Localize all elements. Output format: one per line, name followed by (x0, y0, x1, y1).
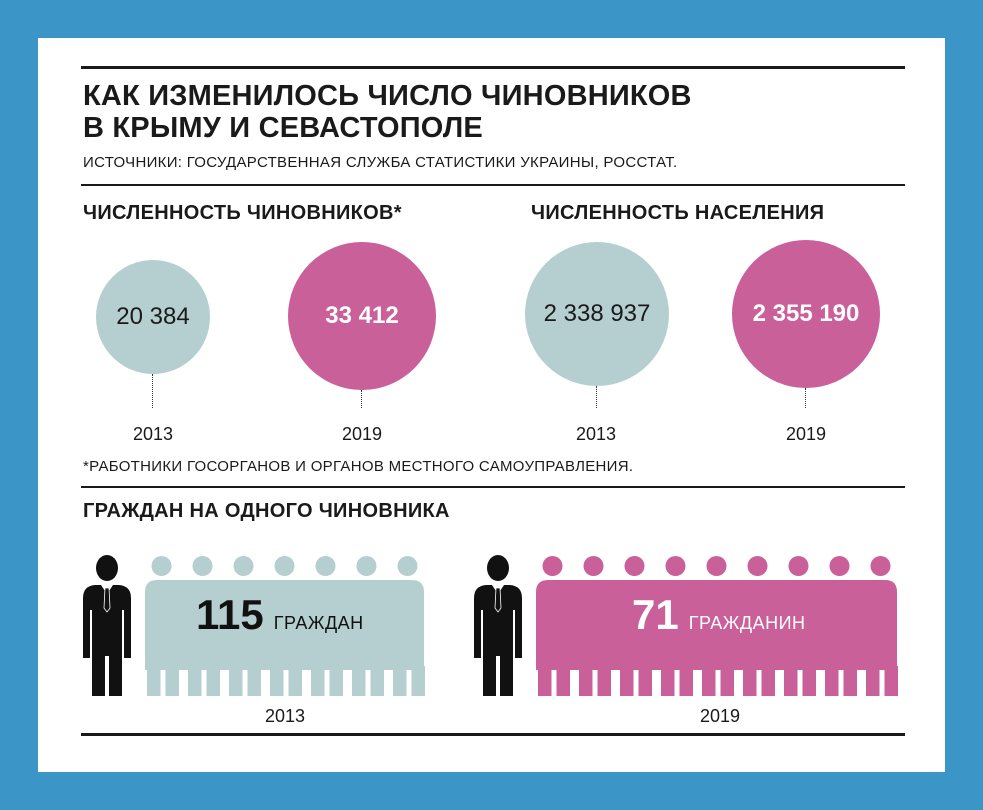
crowd-2013-citizen-head-1 (151, 556, 172, 576)
crowd-2013-citizen-leg-r-1 (165, 666, 179, 696)
source-text: ИСТОЧНИКИ: ГОСУДАРСТВЕННАЯ СЛУЖБА СТАТИС… (83, 154, 678, 171)
crowd-2013-citizen-bodies (145, 580, 424, 670)
population-section-title: ЧИСЛЕННОСТЬ НАСЕЛЕНИЯ (531, 202, 825, 224)
crowd-2013-citizen-head-7 (397, 556, 418, 576)
population-2019-bubble: 2 355 190 (732, 240, 880, 388)
population-2013-leader (596, 386, 597, 408)
crowd-2019-citizen-leg-r-4 (679, 666, 693, 696)
officials-2013-value: 20 384 (116, 303, 190, 330)
crowd-2013-citizen-head-3 (233, 556, 254, 576)
crowd-2019-citizen-leg-l-7 (784, 666, 798, 696)
crowd-2019-citizen-head-7 (788, 556, 809, 576)
crowd-2019-citizen-leg-r-1 (556, 666, 570, 696)
infographic-card: КАК ИЗМЕНИЛОСЬ ЧИСЛО ЧИНОВНИКОВ В КРЫМУ … (38, 38, 945, 772)
official-2019-figure (474, 555, 522, 696)
officials-2013-leader (152, 374, 153, 408)
citizens-2013-year: 2013 (264, 706, 306, 726)
official-2013-figure (83, 555, 131, 696)
crowd-2019-citizen-leg-r-6 (761, 666, 775, 696)
title-line-2: В КРЫМУ И СЕВАСТОПОЛЕ (83, 112, 483, 144)
officials-2019-leader (361, 390, 362, 408)
crowd-2019-citizen-leg-l-1 (538, 666, 552, 696)
crowd-2013-citizen-leg-l-2 (188, 666, 202, 696)
officials-2013-bubble: 20 384 (96, 260, 210, 374)
top-rule (81, 66, 905, 69)
crowd-2013-citizen-leg-r-7 (411, 666, 425, 696)
crowd-2013-citizen-leg-r-3 (247, 666, 261, 696)
officials-2019-value: 33 412 (325, 302, 399, 329)
crowd-2019-citizen-leg-r-3 (638, 666, 652, 696)
crowd-2019-citizen-head-5 (706, 556, 727, 576)
crowd-2013-citizen-leg-l-4 (270, 666, 284, 696)
crowd-2013-citizen-leg-l-1 (147, 666, 161, 696)
footnote: *РАБОТНИКИ ГОСОРГАНОВ И ОРГАНОВ МЕСТНОГО… (83, 458, 634, 475)
crowd-2019-citizen-leg-l-6 (743, 666, 757, 696)
crowd-2013-citizen-leg-l-6 (352, 666, 366, 696)
crowd-2013-citizen-leg-r-4 (288, 666, 302, 696)
crowd-2013-citizen-leg-l-3 (229, 666, 243, 696)
crowd-2019-citizen-leg-r-2 (597, 666, 611, 696)
crowd-2019-pictogram (474, 555, 898, 696)
citizens-2019-year: 2019 (699, 706, 741, 726)
crowd-2019-citizen-leg-r-7 (802, 666, 816, 696)
crowd-2019-citizen-leg-l-2 (579, 666, 593, 696)
population-2019-value: 2 355 190 (752, 300, 860, 327)
crowd-2019-citizen-bodies (536, 580, 897, 670)
crowd-2013-citizen-head-2 (192, 556, 213, 576)
crowd-2019-citizen-leg-r-8 (843, 666, 857, 696)
crowd-2019-citizen-leg-l-9 (866, 666, 880, 696)
population-2013-bubble: 2 338 937 (525, 242, 669, 386)
citizens-section-title: ГРАЖДАН НА ОДНОГО ЧИНОВНИКА (83, 500, 450, 522)
crowd-2019-citizen-head-9 (870, 556, 891, 576)
crowd-2013-citizen-leg-l-5 (311, 666, 325, 696)
crowd-2013-citizen-head-5 (315, 556, 336, 576)
crowd-2019-citizen-leg-l-4 (661, 666, 675, 696)
crowd-2013-pictogram (83, 555, 425, 696)
crowd-2019-citizen-head-3 (624, 556, 645, 576)
crowd-2013-citizen-leg-r-5 (329, 666, 343, 696)
crowd-2019-citizen-leg-r-5 (720, 666, 734, 696)
crowd-2019-citizen-leg-l-8 (825, 666, 839, 696)
population-2013-year: 2013 (575, 424, 617, 444)
crowd-2013-citizen-leg-r-6 (370, 666, 384, 696)
title-line-1: КАК ИЗМЕНИЛОСЬ ЧИСЛО ЧИНОВНИКОВ (83, 80, 692, 112)
citizens-2013-value: 115 (196, 591, 264, 638)
officials-section-title: ЧИСЛЕННОСТЬ ЧИНОВНИКОВ* (83, 202, 402, 224)
divider-rule (81, 184, 905, 186)
population-2019-year: 2019 (785, 424, 827, 444)
officials-2019-bubble: 33 412 (288, 242, 436, 390)
citizens-2019-unit: ГРАЖДАНИН (688, 613, 806, 633)
crowd-2019-citizen-leg-l-3 (620, 666, 634, 696)
population-2013-value: 2 338 937 (543, 300, 651, 327)
crowd-2013-citizen-head-4 (274, 556, 295, 576)
citizens-2013-unit: ГРАЖДАН (273, 613, 364, 633)
crowd-2019-citizen-head-1 (542, 556, 563, 576)
officials-2013-year: 2013 (132, 424, 174, 444)
population-2019-leader (805, 388, 806, 408)
crowd-2013-citizen-leg-r-2 (206, 666, 220, 696)
crowd-2019-citizen-head-8 (829, 556, 850, 576)
crowd-2019-citizen-leg-r-9 (884, 666, 898, 696)
bottom-rule (81, 733, 905, 736)
crowd-2019-citizen-head-6 (747, 556, 768, 576)
officials-2019-year: 2019 (341, 424, 383, 444)
crowd-2019-citizen-head-4 (665, 556, 686, 576)
crowd-2013-citizen-head-6 (356, 556, 377, 576)
crowd-2019-citizen-head-2 (583, 556, 604, 576)
divider-rule-2 (81, 486, 905, 488)
crowd-2019-label: 71 ГРАЖДАНИН (632, 594, 806, 636)
crowd-2019-citizen-leg-l-5 (702, 666, 716, 696)
crowd-2013-citizen-leg-l-7 (393, 666, 407, 696)
crowd-2013-label: 115 ГРАЖДАН (196, 594, 364, 636)
citizens-2019-value: 71 (632, 591, 679, 638)
